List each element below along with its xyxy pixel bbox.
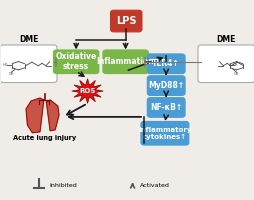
FancyBboxPatch shape (140, 121, 188, 145)
Text: OH: OH (231, 63, 237, 67)
Polygon shape (26, 98, 44, 133)
FancyBboxPatch shape (53, 50, 99, 74)
Text: Acute lung injury: Acute lung injury (13, 135, 76, 141)
Text: OH: OH (233, 72, 239, 76)
Text: TLR4↑: TLR4↑ (152, 59, 179, 68)
Text: Inflammatory
cytokines↑: Inflammatory cytokines↑ (138, 127, 191, 140)
FancyBboxPatch shape (147, 98, 184, 117)
Text: DME: DME (19, 35, 38, 44)
Text: Inhibited: Inhibited (49, 183, 76, 188)
FancyBboxPatch shape (147, 76, 184, 95)
Polygon shape (46, 100, 59, 131)
Text: Activated: Activated (140, 183, 169, 188)
FancyBboxPatch shape (110, 10, 141, 32)
Text: Oxidative
stress: Oxidative stress (55, 52, 96, 71)
FancyBboxPatch shape (147, 54, 184, 74)
Text: HO: HO (3, 63, 8, 67)
Polygon shape (72, 79, 103, 103)
Text: OH: OH (8, 72, 14, 76)
Text: Inflammation: Inflammation (96, 57, 154, 66)
Text: DME: DME (216, 35, 235, 44)
FancyBboxPatch shape (197, 45, 254, 83)
Text: MyD88↑: MyD88↑ (148, 81, 184, 90)
FancyBboxPatch shape (103, 50, 148, 74)
Text: ROS: ROS (79, 88, 95, 94)
FancyBboxPatch shape (0, 45, 57, 83)
Text: NF-κB↑: NF-κB↑ (149, 103, 182, 112)
Text: LPS: LPS (116, 16, 136, 26)
